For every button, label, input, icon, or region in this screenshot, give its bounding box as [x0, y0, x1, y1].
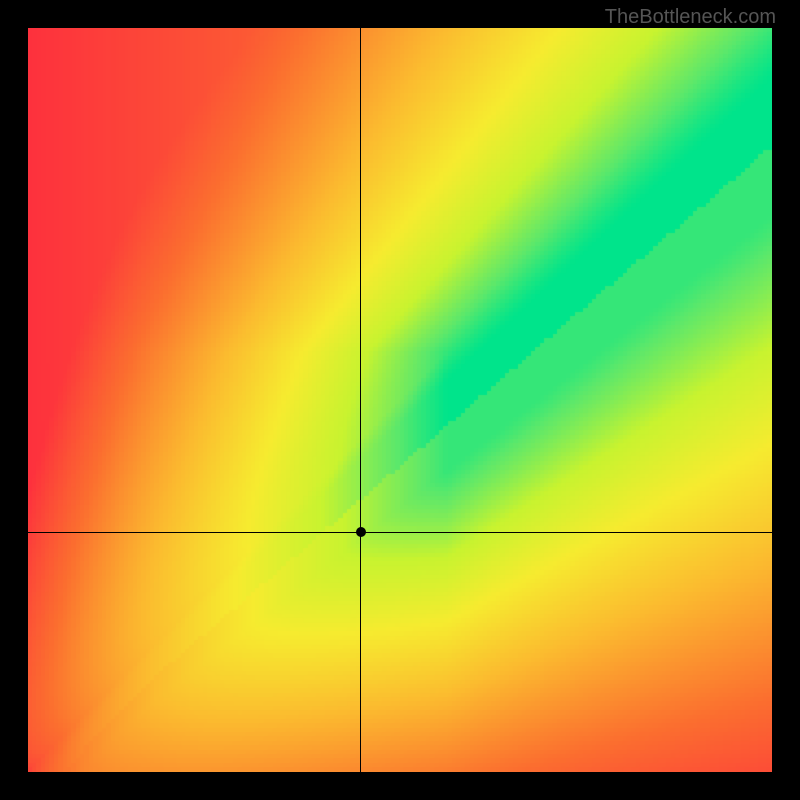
page-root: TheBottleneck.com	[0, 0, 800, 800]
heatmap-canvas	[28, 28, 772, 772]
crosshair-marker	[356, 527, 366, 537]
watermark-text: TheBottleneck.com	[605, 6, 776, 29]
crosshair-vertical	[360, 28, 361, 772]
crosshair-horizontal	[28, 532, 772, 533]
plot-area	[28, 28, 772, 772]
